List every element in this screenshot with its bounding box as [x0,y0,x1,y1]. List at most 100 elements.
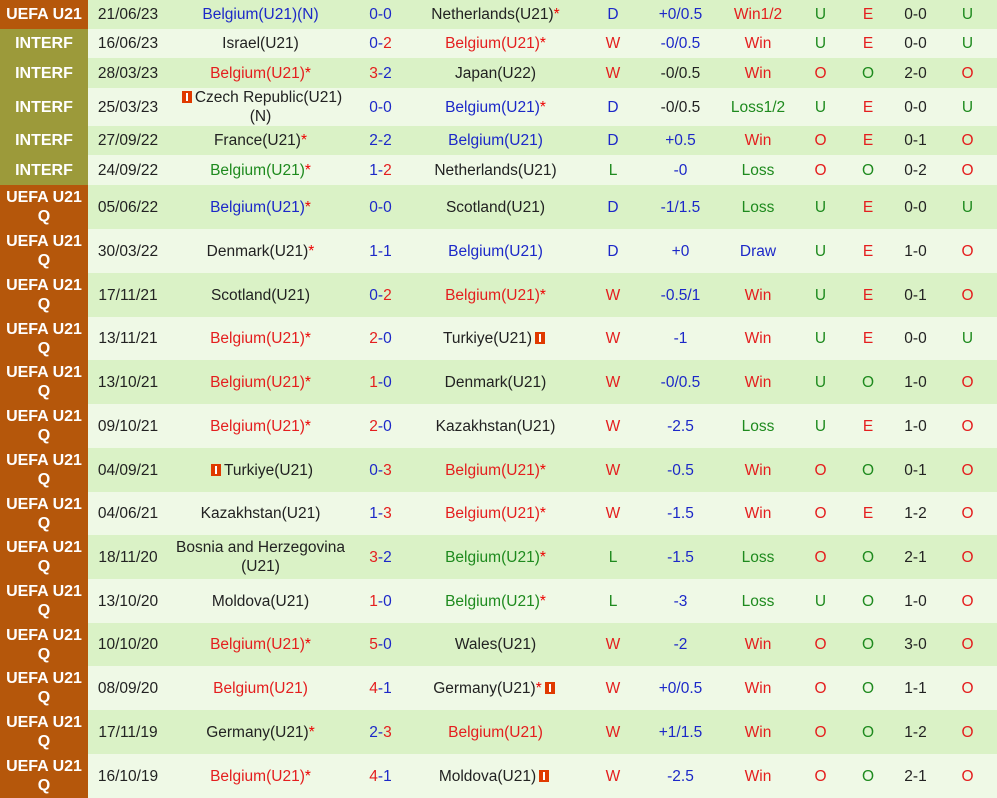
match-date: 13/11/21 [88,317,168,360]
match-result: L [583,155,643,185]
competition-label[interactable]: UEFA U21 Q [0,535,88,579]
competition-label[interactable]: INTERF [0,155,88,185]
home-team[interactable]: Germany(U21)* [168,710,353,754]
away-team[interactable]: Wales(U21) [408,623,583,666]
score[interactable]: 1-0 [353,360,408,404]
score[interactable]: 2-0 [353,317,408,360]
score[interactable]: 1-3 [353,492,408,535]
home-team[interactable]: Belgium(U21)* [168,185,353,229]
score[interactable]: 0-0 [353,88,408,126]
away-team[interactable]: Belgium(U21)* [408,273,583,317]
home-team[interactable]: Belgium(U21)* [168,317,353,360]
team-name: Czech Republic(U21)(N) [194,89,343,125]
score[interactable]: 5-0 [353,623,408,666]
score[interactable]: 4-1 [353,754,408,798]
competition-label[interactable]: INTERF [0,126,88,155]
home-team[interactable]: Moldova(U21) [168,579,353,623]
away-team[interactable]: Germany(U21)* [408,666,583,710]
score[interactable]: 0-2 [353,273,408,317]
competition-label[interactable]: UEFA U21 Q [0,623,88,666]
away-team[interactable]: Kazakhstan(U21) [408,404,583,448]
competition-label[interactable]: UEFA U21 [0,0,88,29]
team-name: Belgium(U21) [210,330,305,347]
score[interactable]: 1-1 [353,229,408,273]
away-team[interactable]: Turkiye(U21) [408,317,583,360]
score[interactable]: 3-2 [353,535,408,579]
away-team[interactable]: Belgium(U21)* [408,492,583,535]
score[interactable]: 2-0 [353,404,408,448]
away-team[interactable]: Netherlands(U21) [408,155,583,185]
competition-label[interactable]: UEFA U21 Q [0,273,88,317]
competition-label[interactable]: UEFA U21 Q [0,710,88,754]
score[interactable]: 0-3 [353,448,408,492]
away-team[interactable]: Belgium(U21)* [408,88,583,126]
half-over-under: O [938,535,997,579]
team-name: Belgium(U21) [210,636,305,653]
away-team[interactable]: Belgium(U21)* [408,29,583,58]
match-result: D [583,229,643,273]
home-team[interactable]: Denmark(U21)* [168,229,353,273]
away-team[interactable]: Netherlands(U21)* [408,0,583,29]
odd-even: O [843,623,893,666]
home-team[interactable]: Belgium(U21)* [168,623,353,666]
score[interactable]: 4-1 [353,666,408,710]
competition-label[interactable]: INTERF [0,29,88,58]
competition-label[interactable]: UEFA U21 Q [0,317,88,360]
half-time-score: 1-0 [893,579,938,623]
away-team[interactable]: Belgium(U21) [408,229,583,273]
home-team[interactable]: Belgium(U21)* [168,360,353,404]
away-team[interactable]: Denmark(U21) [408,360,583,404]
score[interactable]: 3-2 [353,58,408,88]
competition-label[interactable]: UEFA U21 Q [0,666,88,710]
competition-label[interactable]: UEFA U21 Q [0,360,88,404]
home-team[interactable]: Turkiye(U21) [168,448,353,492]
away-team[interactable]: Belgium(U21) [408,126,583,155]
home-team[interactable]: Kazakhstan(U21) [168,492,353,535]
handicap-outcome: Win [718,360,798,404]
home-team[interactable]: Bosnia and Herzegovina (U21) [168,535,353,579]
home-team[interactable]: Belgium(U21)* [168,155,353,185]
home-team[interactable]: Belgium(U21)* [168,404,353,448]
away-team[interactable]: Belgium(U21)* [408,579,583,623]
handicap-outcome: Win [718,710,798,754]
home-team[interactable]: Czech Republic(U21)(N) [168,88,353,126]
home-team[interactable]: Belgium(U21) [168,666,353,710]
away-team[interactable]: Scotland(U21) [408,185,583,229]
favorite-star: * [304,417,311,435]
home-team[interactable]: Israel(U21) [168,29,353,58]
home-team[interactable]: France(U21)* [168,126,353,155]
home-team[interactable]: Belgium(U21)(N) [168,0,353,29]
competition-label[interactable]: UEFA U21 Q [0,754,88,798]
away-team[interactable]: Moldova(U21) [408,754,583,798]
odd-even: E [843,273,893,317]
competition-label[interactable]: UEFA U21 Q [0,579,88,623]
competition-label[interactable]: UEFA U21 Q [0,404,88,448]
away-team[interactable]: Belgium(U21)* [408,448,583,492]
score[interactable]: 0-0 [353,185,408,229]
competition-label[interactable]: UEFA U21 Q [0,229,88,273]
competition-label[interactable]: UEFA U21 Q [0,492,88,535]
competition-label[interactable]: UEFA U21 Q [0,448,88,492]
away-team[interactable]: Japan(U22) [408,58,583,88]
competition-label[interactable]: UEFA U21 Q [0,185,88,229]
handicap: +1/1.5 [643,710,718,754]
home-team[interactable]: Scotland(U21) [168,273,353,317]
competition-label[interactable]: INTERF [0,88,88,126]
team-name: Kazakhstan(U21) [435,417,556,435]
home-team[interactable]: Belgium(U21)* [168,754,353,798]
away-team[interactable]: Belgium(U21) [408,710,583,754]
handicap: -2.5 [643,754,718,798]
favorite-star: * [304,373,311,391]
handicap: -2.5 [643,404,718,448]
match-result: W [583,360,643,404]
score[interactable]: 1-0 [353,579,408,623]
away-team[interactable]: Belgium(U21)* [408,535,583,579]
score[interactable]: 0-0 [353,0,408,29]
team-name: Belgium(U21) [445,286,540,304]
score[interactable]: 0-2 [353,29,408,58]
score[interactable]: 2-3 [353,710,408,754]
score[interactable]: 2-2 [353,126,408,155]
competition-label[interactable]: INTERF [0,58,88,88]
home-team[interactable]: Belgium(U21)* [168,58,353,88]
score[interactable]: 1-2 [353,155,408,185]
